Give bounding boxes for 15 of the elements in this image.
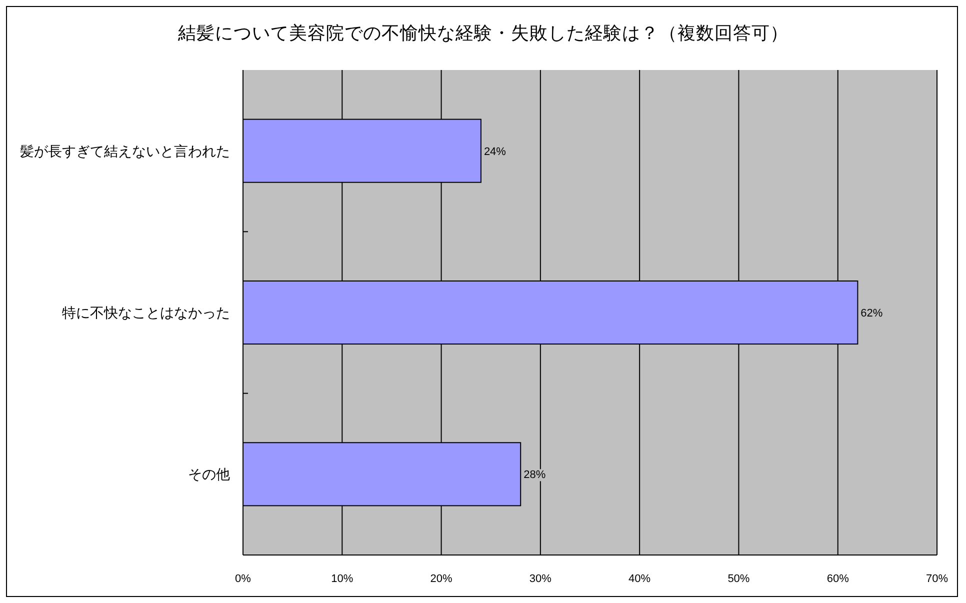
x-tick-label: 60%: [826, 573, 850, 585]
x-tick-label: 0%: [235, 573, 252, 585]
x-tick-label: 50%: [728, 573, 750, 585]
y-tick-label: その他: [188, 466, 230, 482]
x-tick-label: 30%: [529, 573, 552, 585]
x-tick-label: 20%: [430, 573, 453, 585]
data-label: 24%: [484, 146, 506, 158]
x-tick-label: 70%: [926, 573, 948, 585]
y-tick-label: 髪が長すぎて結えないと言われた: [20, 142, 230, 159]
data-label: 28%: [524, 469, 546, 482]
data-label: 62%: [860, 308, 883, 320]
chart-title: 結髪について美容院での不愉快な経験・失敗した経験は？（複数回答可）: [176, 23, 788, 43]
x-tick-label: 10%: [331, 573, 354, 585]
x-tick-label: 40%: [628, 573, 651, 585]
y-tick-label: 特に不快なことはなかった: [62, 304, 230, 320]
